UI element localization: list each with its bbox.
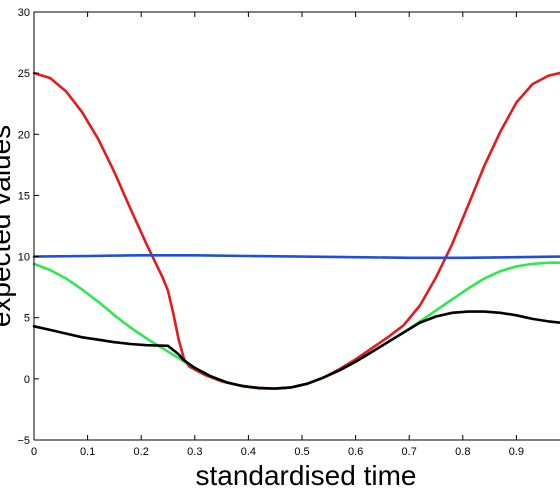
x-tick-label: 0: [31, 446, 37, 458]
y-tick-label: 10: [18, 252, 30, 264]
y-ticks: −5 0 5 10 15 20 25 30: [17, 7, 39, 447]
series-layer: [32, 71, 560, 390]
y-axis-title: expected values: [0, 125, 16, 327]
y-tick-label: 20: [18, 129, 30, 141]
x-tick-label: 0.4: [241, 446, 256, 458]
series-line-3: [32, 310, 560, 390]
y-tick-label: −5: [17, 435, 30, 447]
x-tick-label: 0.9: [509, 446, 524, 458]
x-tick-label: 0.5: [294, 446, 309, 458]
x-tick-label: 0.2: [134, 446, 149, 458]
x-tick-label: 0.8: [455, 446, 470, 458]
x-tick-label: 0.6: [348, 446, 363, 458]
x-tick-label: 0.3: [187, 446, 202, 458]
x-axis-title: standardised time: [195, 460, 416, 491]
y-tick-label: 5: [24, 313, 30, 325]
y-tick-label: 15: [18, 190, 30, 202]
x-tick-label: 0.7: [402, 446, 417, 458]
y-tick-label: 30: [18, 7, 30, 19]
axes-layer: [33, 11, 560, 441]
x-ticks: 0 0.1 0.2 0.3 0.4 0.5 0.6 0.7 0.8 0.9: [31, 12, 524, 458]
x-tick-label: 0.1: [80, 446, 95, 458]
plot-area: [34, 12, 560, 440]
y-tick-label: 25: [18, 68, 30, 80]
series-line-1: [32, 254, 560, 260]
y-tick-label: 0: [24, 374, 30, 386]
